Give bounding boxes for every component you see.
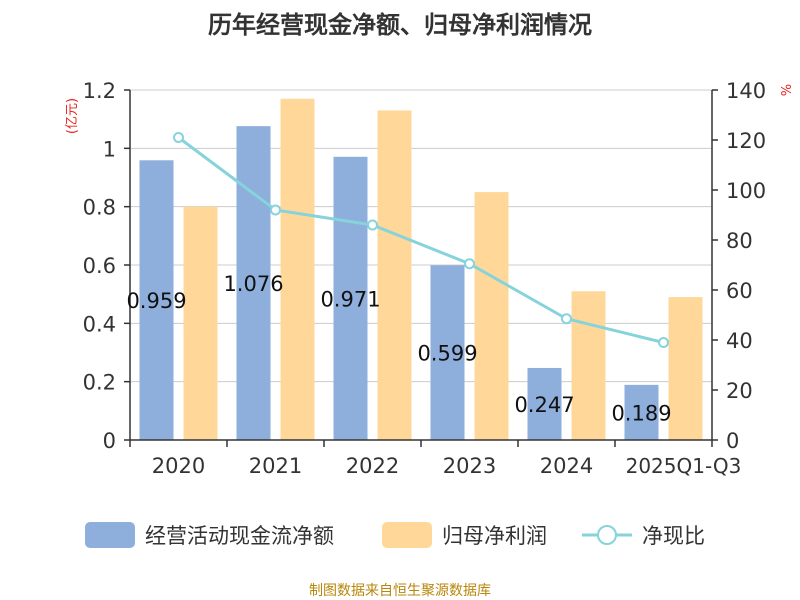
x-axis-category-label: 2023 (443, 454, 496, 478)
left-axis-tick-label: 0.4 (83, 312, 116, 336)
right-axis-tick-label: 40 (726, 329, 753, 353)
net-profit-bar (474, 192, 509, 440)
x-axis-category-label: 2025Q1-Q3 (626, 454, 742, 478)
grid-lines (130, 89, 712, 383)
cashflow-data-label: 0.189 (611, 401, 671, 425)
ratio-point (464, 258, 475, 270)
net-profit-bar (377, 110, 412, 441)
cashflow-bar (430, 265, 465, 440)
cashflow-data-label: 0.599 (417, 342, 477, 366)
ratio-point (561, 313, 572, 325)
legend-label-cashflow: 经营活动现金流净额 (145, 524, 334, 548)
right-axis-tick-label: 60 (726, 279, 753, 303)
left-axis-unit: (亿元) (65, 98, 80, 134)
right-axis-tick-label: 0 (726, 429, 739, 453)
cashflow-bar (236, 126, 271, 441)
cashflow-data-label: 0.971 (320, 287, 380, 311)
net-profit-bar (571, 291, 606, 440)
net-profit-bar (668, 297, 703, 440)
bars (139, 98, 703, 441)
right-axis-tick-label: 20 (726, 379, 753, 403)
source-note: 制图数据来自恒生聚源数据库 (309, 583, 491, 599)
left-axis-tick-label: 1 (103, 137, 116, 161)
cashflow-data-label: 0.247 (514, 393, 574, 417)
x-axis-category-label: 2022 (346, 454, 399, 478)
ratio-point (367, 219, 378, 231)
legend: 经营活动现金流净额 归母净利润 净现比 (85, 522, 705, 548)
right-axis-tick-label: 100 (726, 179, 766, 203)
right-axis-tick-label: 120 (726, 129, 766, 153)
net-profit-bar (280, 98, 315, 440)
legend-swatch-net-profit (382, 522, 432, 548)
cashflow-bar (139, 160, 174, 440)
left-axis-tick-label: 0.8 (83, 196, 116, 220)
ratio-point (658, 337, 669, 348)
ratio-line-path (177, 136, 664, 344)
right-axis-tick-label: 80 (726, 229, 753, 253)
legend-swatch-cashflow (85, 522, 135, 548)
left-axis-tick-label: 1.2 (83, 79, 116, 103)
right-axis-unit: % (777, 84, 792, 96)
axes: 0 0.2 0.4 0.6 0.8 1 1.2 0 20 40 60 80 100 120 140 2020 2… (83, 79, 767, 478)
cashflow-bar (624, 384, 659, 440)
ratio-point (173, 132, 184, 143)
x-axis-category-label: 2021 (249, 454, 302, 478)
chart-title: 历年经营现金净额、归母净利润情况 (208, 11, 592, 39)
x-axis-category-label: 2020 (152, 454, 205, 478)
left-axis-tick-label: 0.6 (83, 254, 116, 278)
cashflow-bar (333, 156, 368, 440)
net-profit-bar (183, 206, 218, 440)
ratio-line (173, 132, 669, 348)
x-axis-category-label: 2024 (540, 454, 593, 478)
legend-label-ratio: 净现比 (642, 524, 705, 548)
ratio-point (270, 204, 281, 216)
legend-label-net-profit: 归母净利润 (442, 524, 547, 548)
data-labels: 0.959 1.076 0.971 0.599 0.247 0.189 (126, 272, 671, 425)
cashflow-data-label: 0.959 (126, 289, 186, 313)
cashflow-data-label: 1.076 (223, 272, 283, 296)
cashflow-bar (527, 367, 562, 440)
right-axis-tick-label: 140 (726, 79, 766, 103)
left-axis-tick-label: 0.2 (83, 371, 116, 395)
legend-marker-ratio (597, 525, 617, 545)
left-axis-tick-label: 0 (103, 429, 116, 453)
